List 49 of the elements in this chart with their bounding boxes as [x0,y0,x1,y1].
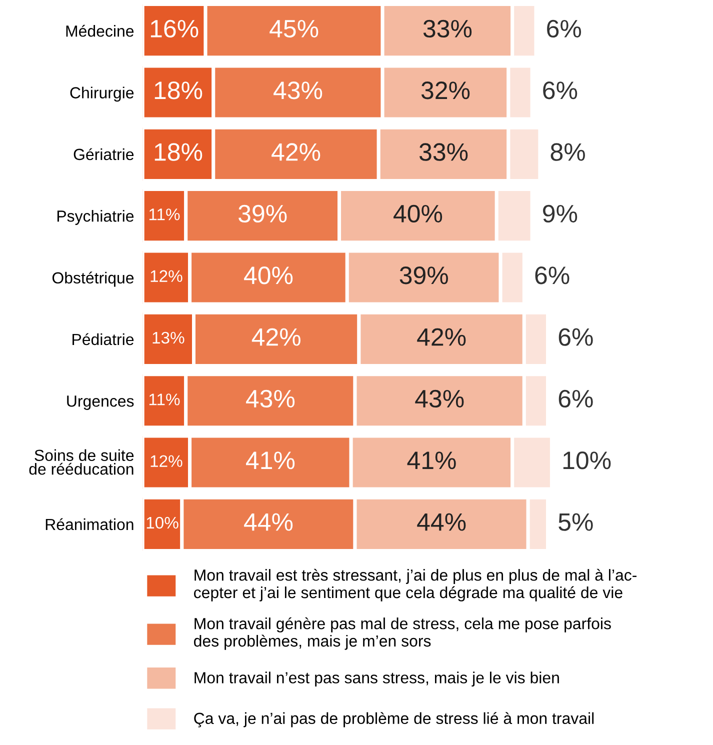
data-label: 6% [558,328,593,346]
legend-label: Ça va, je n’ai pas de problème de stress lié à mon travail [194,712,594,728]
legend-label: Mon travail n’est pas sans stress, mais je le vis bien [194,672,559,687]
data-label: 33% [423,20,472,38]
data-label: 40% [394,204,442,223]
data-label: 18% [154,143,202,161]
legend-label: Mon travail est très stressant, j’ai de plus en plus de mal à l’ac- cepter et j’ai le sentiment que cela dégrade ma qualité de vie [194,568,636,602]
data-label: 9% [543,204,578,223]
data-label: 42% [272,143,320,161]
y-tick-label: Chirurgie [70,86,134,102]
y-tick-label: Obstétrique [52,272,134,287]
data-label: 13% [152,332,184,344]
y-tick-label: Urgences [67,396,134,410]
data-label: 40% [244,266,293,284]
data-label: 42% [417,328,466,346]
y-tick-label: Psychiatrie [57,210,134,225]
data-label: 10% [146,516,178,529]
data-label: 5% [558,513,593,531]
y-tick-label: Médecine [66,24,134,37]
y-tick-label: Soins de suite de rééducation [29,449,134,475]
data-label: 44% [244,513,293,531]
data-label: 41% [246,452,295,470]
data-label: 12% [150,455,182,467]
data-label: 33% [419,143,468,161]
data-label: 6% [543,82,578,100]
data-label: 6% [558,390,593,408]
legend-label: Mon travail génère pas mal de stress, cela me pose parfois des problèmes, mais je m’en sors [194,617,611,650]
data-label: 16% [150,20,198,38]
data-label: 43% [415,390,464,408]
data-label: 39% [238,204,287,223]
y-tick-label: Réanimation [46,518,134,530]
data-label: 42% [252,328,300,346]
data-label: 32% [421,82,470,100]
data-label: 18% [154,82,202,100]
data-label: 6% [535,266,570,284]
data-label: 6% [547,20,582,38]
y-tick-label: Pédiatrie [72,333,134,346]
data-label: 39% [400,266,448,284]
data-label: 12% [150,270,182,282]
data-label: 44% [417,513,466,531]
data-label: 8% [550,143,585,161]
data-label: 43% [274,82,322,100]
y-tick-label: Gériatrie [74,148,134,160]
data-label: 11% [149,394,180,406]
data-label: 41% [407,452,456,470]
data-label: 10% [563,452,611,470]
data-label: 43% [246,390,295,408]
data-label: 45% [270,20,318,38]
data-label: 11% [149,208,180,220]
